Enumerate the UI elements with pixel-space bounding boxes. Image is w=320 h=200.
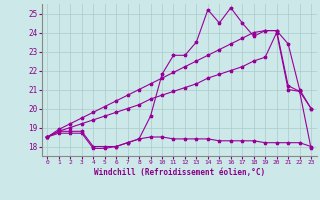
- X-axis label: Windchill (Refroidissement éolien,°C): Windchill (Refroidissement éolien,°C): [94, 168, 265, 177]
